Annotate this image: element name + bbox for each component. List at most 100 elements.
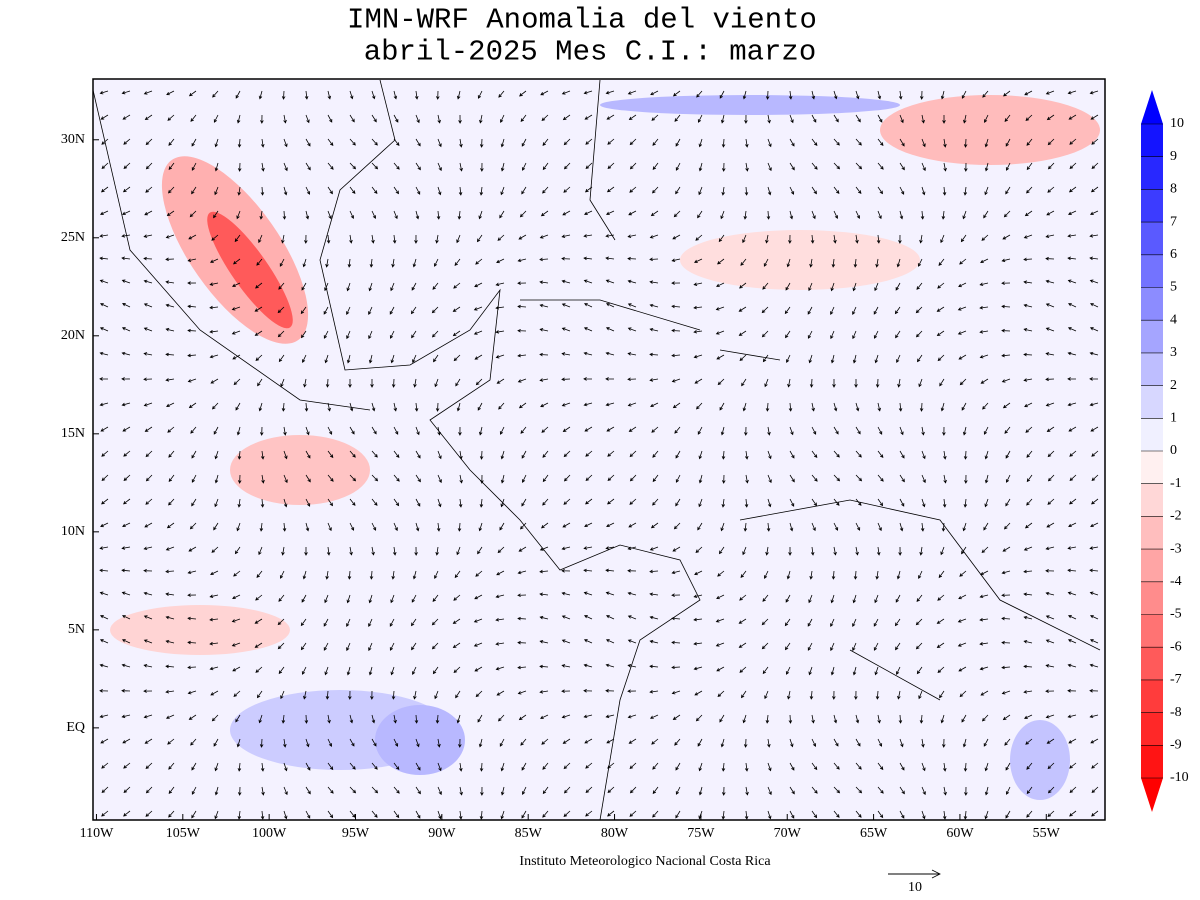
wind-arrow [853,258,858,268]
wind-arrow [437,738,441,748]
wind-arrow [261,474,265,484]
wind-arrow [214,810,219,820]
wind-arrow [210,690,219,696]
wind-arrow [808,666,813,676]
wind-arrow [561,639,571,644]
wind-arrow [1090,522,1099,528]
map-frame [92,78,1106,821]
wind-arrow [324,354,329,364]
wind-arrow [283,114,287,124]
wind-arrow [280,690,285,700]
wind-arrow [1047,186,1055,193]
colorbar-box [1141,614,1163,648]
wind-arrow [877,114,883,123]
wind-arrow [607,498,615,505]
wind-arrow [437,450,442,460]
wind-arrow [477,546,483,555]
wind-arrow [672,714,681,720]
wind-arrow [277,330,285,338]
wind-arrow [415,114,420,124]
wind-arrow [1069,498,1077,505]
wind-arrow [980,570,989,576]
wind-arrow [1002,546,1011,552]
wind-arrow [348,690,352,700]
wind-arrow [500,114,505,123]
wind-arrow [371,114,377,123]
wind-arrow [209,305,219,310]
wind-arrow [277,642,285,650]
wind-arrow [1023,352,1033,357]
wind-arrow [649,639,659,644]
wind-arrow [1001,378,1011,383]
wind-arrow [500,186,505,196]
wind-arrow [281,546,285,556]
wind-arrow [121,90,131,95]
shade [680,230,920,290]
wind-arrow [143,591,153,596]
wind-arrow [214,474,219,484]
wind-arrow [100,186,109,193]
wind-arrow [833,786,841,794]
wind-arrow [521,498,527,507]
wind-arrow [346,594,351,604]
wind-arrow [942,186,947,196]
wind-arrow [936,330,945,337]
wind-arrow [236,210,241,220]
wind-arrow [919,90,924,100]
colorbar-box [1141,352,1163,386]
wind-arrow [123,762,131,769]
wind-arrow [477,402,483,411]
wind-arrow [369,258,374,268]
wind-arrow [739,666,747,673]
wind-arrow [963,498,968,508]
x-tick-label: 80W [601,826,629,841]
wind-arrow [211,546,219,553]
wind-arrow [899,186,905,195]
wind-arrow [899,498,905,507]
wind-arrow [919,234,923,244]
wind-arrow [235,402,241,411]
wind-arrow [165,569,175,574]
wind-arrow [920,522,925,532]
wind-arrow [101,474,109,482]
wind-arrow [962,426,967,436]
wind-arrow [940,714,945,724]
wind-arrow [789,426,794,436]
wind-arrow [437,114,441,124]
wind-arrow [412,258,417,268]
wind-arrow [1091,474,1099,482]
wind-arrow [807,642,813,651]
wind-arrow [877,162,884,170]
wind-arrow [764,690,769,700]
wind-arrow [852,666,857,676]
wind-arrow [143,256,153,261]
wind-arrow [983,210,989,219]
wind-arrow [717,258,725,265]
wind-arrow [1024,714,1033,719]
wind-arrow [187,640,197,645]
wind-arrow [539,592,549,597]
wind-arrow [281,90,286,100]
wind-arrow [693,641,703,646]
wind-arrow [1045,546,1055,551]
wind-arrow [393,426,399,435]
wind-arrow [304,234,308,244]
wind-arrow [561,327,571,332]
wind-arrow [415,426,420,436]
wind-arrow [715,330,725,335]
x-tick-label: 105W [166,826,201,841]
wind-arrow [563,474,571,482]
wind-arrow [744,810,749,820]
wind-arrow [283,498,288,508]
wind-arrow [899,162,905,171]
wind-arrow [539,234,549,239]
wind-arrow [368,306,373,316]
wind-arrow [123,138,131,145]
wind-arrow [1001,616,1011,621]
wind-arrow [874,666,879,676]
wind-arrow [282,522,287,532]
wind-arrow [500,450,505,460]
wind-arrow [811,90,816,100]
wind-arrow [583,279,593,284]
wind-arrow [649,378,659,382]
